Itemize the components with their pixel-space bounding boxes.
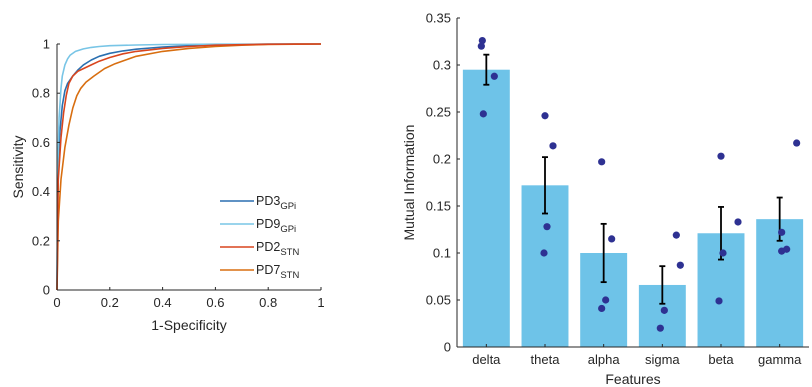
data-point-delta: [478, 36, 486, 45]
roc-x-tick-label: 1: [317, 295, 324, 310]
bar-delta: [462, 69, 510, 347]
roc-legend: PD3GPi PD9GPi PD2STN PD7STN: [220, 194, 299, 281]
roc-x-tick-label: 0.2: [101, 295, 119, 310]
bar-y-tick-label: 0.05: [426, 293, 451, 308]
roc-axes: 0 0.2 0.4 0.6 0.8 1 0 0.2 0.4 0.6 0.8 1: [32, 37, 325, 311]
roc-curve-pd9: [56, 43, 322, 291]
data-points: [477, 36, 801, 332]
bar-x-tick-label: alpha: [588, 352, 621, 367]
roc-y-axis-label: Sensitivity: [10, 135, 26, 198]
bar-x-axis-label: Features: [605, 371, 660, 387]
roc-x-tick-label: 0: [53, 295, 60, 310]
data-point-beta: [717, 152, 725, 160]
data-point-sigma: [660, 306, 668, 314]
legend-label-pd2: PD2STN: [256, 240, 299, 258]
data-point-theta: [541, 112, 549, 120]
roc-x-tick-label: 0.8: [259, 295, 277, 310]
bar-y-tick-label: 0.25: [426, 105, 451, 120]
bars: [462, 69, 804, 347]
roc-y-tick-label: 0.2: [32, 233, 50, 248]
bar-x-tick-label: theta: [531, 352, 561, 367]
roc-x-axis-label: 1-Specificity: [151, 317, 226, 333]
mutual-information-bar-chart: 0 0.05 0.1 0.15 0.2 0.25 0.3 0.35 delta theta alph…: [401, 11, 809, 387]
data-point-alpha: [608, 235, 616, 243]
roc-curve-pd2: [56, 43, 322, 291]
roc-curves: [56, 43, 322, 291]
data-point-delta: [477, 42, 485, 50]
bar-y-axis-label: Mutual Information: [401, 125, 417, 241]
roc-y-tick-label: 0.4: [32, 184, 50, 199]
data-point-sigma: [676, 261, 684, 269]
error-bar-alpha: [600, 222, 607, 284]
roc-y-tick-label: 0: [43, 283, 50, 298]
bar-y-tick-label: 0.3: [433, 58, 451, 73]
data-point-theta: [540, 249, 548, 257]
data-point-gamma: [778, 228, 786, 236]
error-bar-delta: [483, 53, 490, 86]
bar-y-tick-label: 0.1: [433, 246, 451, 261]
data-point-alpha: [602, 296, 610, 304]
bar-y-tick-label: 0.35: [426, 11, 451, 26]
bar-x-tick-label: sigma: [645, 352, 680, 367]
roc-chart: 0 0.2 0.4 0.6 0.8 1 0 0.2 0.4 0.6 0.8 1 PD3GPi PD9GP…: [10, 37, 325, 334]
data-point-theta: [549, 142, 557, 150]
legend-label-pd3: PD3GPi: [256, 194, 296, 212]
data-point-sigma: [672, 231, 680, 239]
bar-axes: 0 0.05 0.1 0.15 0.2 0.25 0.3 0.35 delta theta alph…: [426, 11, 809, 367]
bar-y-tick-label: 0.2: [433, 152, 451, 167]
roc-y-tick-label: 0.6: [32, 135, 50, 150]
error-bar-theta: [542, 156, 548, 215]
legend-label-pd9: PD9GPi: [256, 217, 296, 235]
error-bar-sigma: [659, 265, 666, 305]
legend-label-pd7: PD7STN: [256, 263, 299, 281]
bar-y-tick-label: 0: [444, 340, 451, 355]
bar-y-tick-label: 0.15: [426, 199, 451, 214]
bar-x-tick-label: gamma: [758, 352, 802, 367]
data-point-theta: [543, 223, 551, 231]
roc-x-tick-label: 0.6: [206, 295, 224, 310]
data-point-gamma: [793, 139, 801, 147]
roc-y-tick-label: 1: [43, 37, 50, 52]
data-point-delta: [479, 110, 487, 118]
data-point-alpha: [598, 158, 606, 166]
bar-x-tick-label: delta: [472, 352, 501, 367]
roc-y-tick-label: 0.8: [32, 86, 50, 101]
data-point-delta: [490, 72, 498, 80]
data-point-beta: [719, 249, 727, 257]
data-point-gamma: [778, 247, 786, 255]
data-point-sigma: [656, 324, 664, 332]
roc-x-tick-label: 0.4: [154, 295, 172, 310]
data-point-beta: [715, 297, 723, 305]
data-point-alpha: [598, 304, 606, 313]
bar-x-tick-label: beta: [708, 352, 734, 367]
data-point-beta: [734, 218, 742, 226]
